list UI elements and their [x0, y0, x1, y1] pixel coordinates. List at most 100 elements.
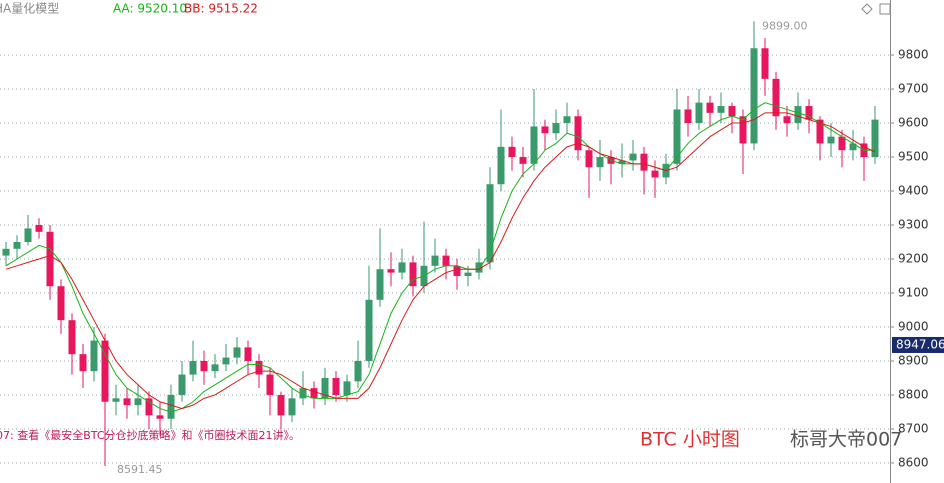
- candle-body: [651, 170, 659, 178]
- candle-body: [189, 360, 197, 375]
- y-tick-label: 9200: [898, 252, 929, 266]
- candle-body: [794, 106, 802, 124]
- y-tick-label: 9600: [898, 116, 929, 130]
- candle-body: [783, 116, 791, 124]
- candle-body: [508, 146, 516, 158]
- candle-body: [233, 347, 241, 358]
- candle-body: [365, 299, 373, 361]
- candle-body: [79, 354, 87, 372]
- y-tick-label: 9300: [898, 218, 929, 232]
- candle-body: [211, 364, 219, 372]
- candle-body: [387, 269, 395, 273]
- candle-body: [497, 146, 505, 185]
- candle-body: [200, 360, 208, 372]
- candle-body: [299, 388, 307, 399]
- candle-body: [310, 388, 318, 399]
- candle-body: [354, 360, 362, 382]
- candle-body: [574, 116, 582, 151]
- candle-body: [343, 381, 351, 395]
- candle-body: [156, 415, 164, 419]
- candle-body: [827, 136, 835, 144]
- candle-body: [541, 126, 549, 134]
- y-tick-label: 8800: [898, 387, 929, 401]
- ma-line: [5, 102, 876, 413]
- candle-body: [486, 184, 494, 263]
- y-tick-label: 8600: [898, 455, 929, 469]
- candle-body: [618, 160, 626, 164]
- candle-body: [255, 360, 263, 375]
- icon-diamond[interactable]: [861, 3, 873, 15]
- candle-body: [585, 150, 593, 168]
- candle-body: [761, 48, 769, 79]
- candle-body: [277, 394, 285, 416]
- candle-body: [2, 248, 10, 256]
- legend-label: AA: 9520.10: [113, 2, 187, 16]
- candle-body: [750, 48, 758, 144]
- ma-line: [5, 112, 876, 410]
- candle-body: [739, 116, 747, 144]
- candle-body: [728, 106, 736, 117]
- candle-body: [409, 262, 417, 287]
- candle-body: [244, 347, 252, 361]
- icon-panel[interactable]: [879, 3, 891, 15]
- candle-body: [563, 116, 571, 124]
- indicator-name: HA量化模型: [0, 2, 59, 16]
- candle-body: [222, 357, 230, 365]
- candle-body: [13, 242, 21, 249]
- candle-body: [90, 340, 98, 372]
- candle-body: [838, 136, 846, 151]
- watermark-title: BTC 小时图: [640, 429, 740, 451]
- candle-body: [530, 126, 538, 164]
- y-tick-label: 9800: [898, 48, 929, 62]
- candle-body: [145, 398, 153, 416]
- y-tick-label: 8900: [898, 353, 929, 367]
- candle-body: [398, 262, 406, 273]
- candle-body: [376, 269, 384, 300]
- candle-body: [640, 153, 648, 171]
- legend-label: BB: 9515.22: [184, 2, 258, 16]
- candle-body: [266, 374, 274, 395]
- candle-body: [464, 272, 472, 276]
- candle-body: [596, 157, 604, 168]
- watermark-author: 标哥大帝007: [790, 429, 902, 451]
- candle-body: [442, 255, 450, 266]
- candle-body: [24, 228, 32, 243]
- candle-body: [849, 143, 857, 151]
- candle-body: [57, 286, 65, 321]
- high-label: 9899.00: [762, 19, 808, 32]
- candle-body: [321, 377, 329, 399]
- candle-body: [46, 231, 54, 287]
- note: 07: 查看《最安全BTC分仓抄底策略》和《币圈技术面21讲》。: [0, 428, 300, 442]
- candle-body: [475, 262, 483, 273]
- candle-body: [816, 119, 824, 144]
- candle-body: [772, 78, 780, 117]
- candle-body: [706, 102, 714, 113]
- candle-body: [123, 398, 131, 406]
- candle-body: [695, 102, 703, 124]
- candle-body: [629, 153, 637, 161]
- y-tick-label: 9000: [898, 319, 929, 333]
- candle-body: [684, 109, 692, 124]
- candle-body: [805, 106, 813, 120]
- y-tick-label: 8700: [898, 421, 929, 435]
- candle-body: [332, 377, 340, 395]
- candle-body: [178, 374, 186, 395]
- low-label: 8591.45: [117, 463, 163, 476]
- y-tick-label: 9700: [898, 82, 929, 96]
- price-marker-box: [892, 336, 944, 353]
- y-tick-label: 9400: [898, 184, 929, 198]
- candle-body: [288, 398, 296, 416]
- candle-body: [673, 109, 681, 164]
- candle-body: [68, 320, 76, 355]
- candle-body: [552, 123, 560, 134]
- candle-body: [112, 398, 120, 402]
- candle-body: [717, 106, 725, 113]
- candle-body: [519, 157, 527, 164]
- y-tick-label: 9500: [898, 150, 929, 164]
- candle-body: [101, 340, 109, 402]
- candle-body: [167, 394, 175, 419]
- candle-body: [431, 255, 439, 266]
